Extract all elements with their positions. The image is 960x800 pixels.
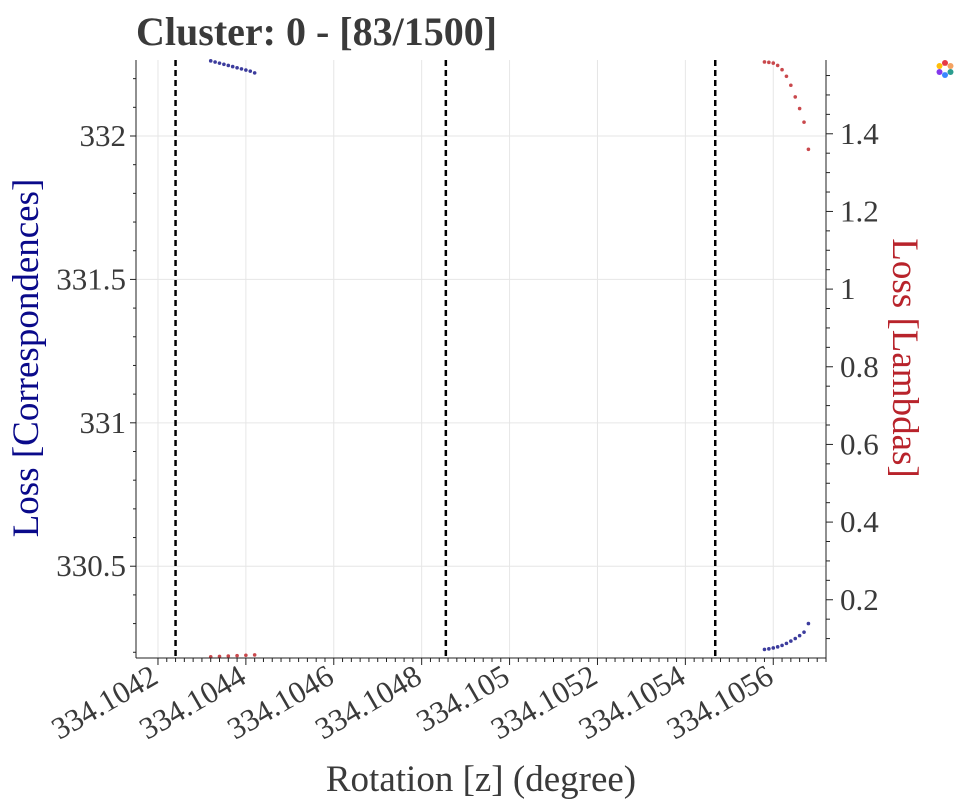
- y-left-tick-label: 331.5: [56, 261, 126, 296]
- y-left-tick-label: 330.5: [56, 548, 126, 583]
- correspondence-point: [789, 639, 793, 643]
- correspondence-point: [217, 61, 222, 65]
- lambda-point: [797, 106, 802, 111]
- plotly-logo-icon[interactable]: [934, 58, 956, 80]
- correspondence-point: [252, 71, 257, 75]
- correspondence-point: [797, 633, 802, 638]
- lambda-point: [217, 654, 222, 659]
- lambda-point: [784, 74, 789, 79]
- vertical-reference-lines: [174, 60, 717, 658]
- plot-area: 334.1042334.1044334.1046334.1048334.1053…: [45, 59, 879, 746]
- lambda-point: [235, 653, 239, 658]
- y-right-tick-label: 1: [840, 271, 856, 306]
- correspondence-point: [235, 65, 239, 70]
- correspondence-point: [222, 62, 226, 67]
- tick-labels: 334.1042334.1044334.1046334.1048334.1053…: [45, 116, 879, 746]
- lambda-point: [789, 83, 793, 88]
- correspondence-point: [806, 621, 811, 626]
- correspondence-point: [762, 647, 767, 652]
- correspondence-point: [244, 68, 248, 72]
- y-right-tick-label: 1.4: [840, 116, 879, 151]
- y-right-tick-label: 0.4: [840, 504, 879, 539]
- lambda-point: [780, 67, 784, 72]
- x-axis-label: Rotation [z] (degree): [326, 759, 636, 800]
- correspondence-point: [780, 643, 784, 648]
- lambda-point: [793, 95, 798, 99]
- y-right-tick-label: 0.6: [840, 426, 879, 461]
- axes: [130, 60, 833, 665]
- lambda-point: [775, 63, 780, 68]
- y-axis-left-label: Loss [Correspondences]: [6, 179, 47, 538]
- lambda-point: [762, 60, 767, 64]
- y-right-tick-label: 1.2: [840, 193, 879, 228]
- lambda-point: [771, 61, 776, 65]
- lambda-point: [806, 147, 811, 152]
- y-right-tick-label: 0.8: [840, 349, 879, 384]
- correspondence-point: [767, 647, 771, 651]
- grid-lines: [136, 60, 826, 658]
- chart-title: Cluster: 0 - [83/1500]: [136, 9, 497, 54]
- lambda-point: [252, 653, 257, 657]
- correspondence-point: [775, 645, 780, 649]
- correspondence-point: [771, 646, 776, 650]
- correspondence-point: [213, 60, 217, 64]
- y-left-tick-label: 332: [80, 118, 127, 153]
- correspondence-point: [239, 67, 244, 71]
- lambda-point: [244, 653, 248, 658]
- correspondence-point: [784, 641, 789, 646]
- lambda-point: [802, 120, 806, 124]
- correspondence-point: [226, 63, 231, 68]
- correspondence-point: [802, 630, 806, 634]
- lambda-point: [226, 654, 231, 658]
- correspondence-point: [208, 59, 213, 63]
- correspondence-point: [230, 64, 235, 69]
- y-left-tick-label: 331: [80, 405, 127, 440]
- correspondence-point: [793, 636, 798, 641]
- y-right-tick-label: 0.2: [840, 582, 879, 617]
- correspondence-point: [248, 69, 253, 73]
- lambda-point: [767, 60, 771, 65]
- y-axis-right-label: Loss [Lambdas]: [884, 238, 925, 477]
- data-points: [208, 59, 811, 659]
